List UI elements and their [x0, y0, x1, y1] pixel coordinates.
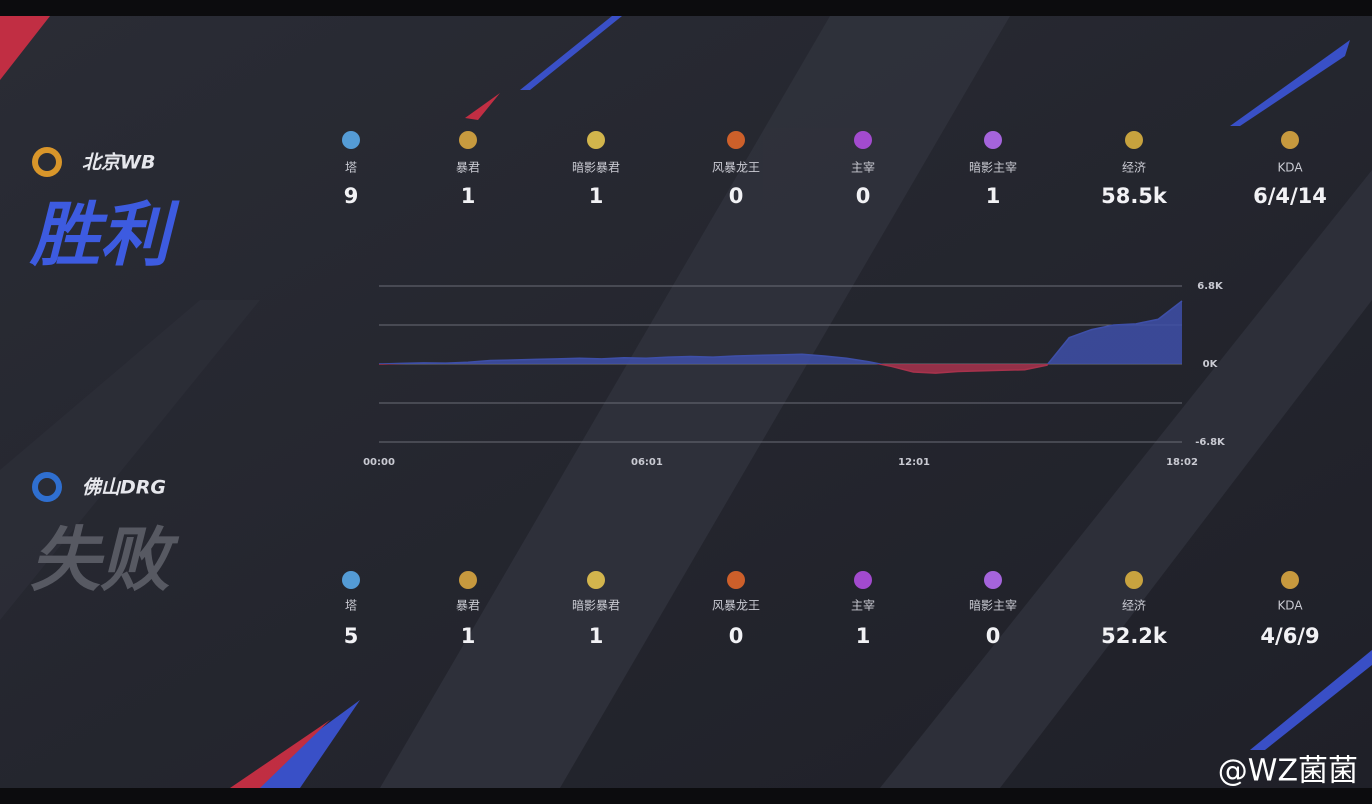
stat-icon [1281, 131, 1299, 149]
stat-label: 经济 [1122, 598, 1146, 613]
stat-icon [1125, 131, 1143, 149]
y-tick-label: 6.8K [1197, 281, 1224, 292]
stat-icon [1125, 571, 1143, 589]
stat-icon [459, 571, 477, 589]
stat-icon [342, 571, 360, 589]
stat-icon [587, 571, 605, 589]
stat-label: 经济 [1122, 160, 1146, 175]
stat-label: 主宰 [851, 598, 875, 613]
stat-label: KDA [1277, 161, 1303, 175]
stat-value: 1 [589, 624, 604, 648]
stat-value: 9 [344, 184, 359, 208]
gold-diff-line [378, 300, 1183, 374]
x-tick-label: 00:00 [363, 457, 395, 468]
team-logo-inner [38, 478, 56, 496]
stat-icon [1281, 571, 1299, 589]
stat-label: 主宰 [851, 160, 875, 175]
stat-value: 0 [986, 624, 1001, 648]
stat-label: 塔 [345, 599, 357, 613]
stat-icon [727, 131, 745, 149]
stat-value: 1 [461, 184, 476, 208]
stat-icon [984, 571, 1002, 589]
x-tick-label: 06:01 [631, 457, 663, 468]
stat-icon [854, 571, 872, 589]
x-tick-label: 18:02 [1166, 457, 1198, 468]
stat-icon [984, 131, 1002, 149]
y-tick-label: -6.8K [1195, 437, 1226, 448]
stat-label: 暗影主宰 [969, 160, 1017, 175]
stat-value: 6/4/14 [1253, 184, 1327, 208]
stat-label: 风暴龙王 [712, 599, 760, 613]
stat-value: 1 [461, 624, 476, 648]
stat-label: 暴君 [456, 161, 480, 175]
result: 失败 [30, 519, 180, 601]
stat-value: 0 [729, 184, 744, 208]
decor [0, 16, 1372, 788]
stat-value: 0 [856, 184, 871, 208]
stat-icon [587, 131, 605, 149]
stat-value: 58.5k [1101, 184, 1168, 208]
stat-label: 风暴龙王 [712, 161, 760, 175]
watermark: @WZ菌菌 [1218, 754, 1358, 789]
stat-label: 暗影暴君 [572, 160, 620, 175]
stat-value: 1 [589, 184, 604, 208]
result: 胜利 [29, 194, 180, 276]
stat-label: 塔 [345, 161, 357, 175]
stat-value: 52.2k [1101, 624, 1168, 648]
stat-icon [854, 131, 872, 149]
x-tick-label: 12:01 [898, 457, 930, 468]
stat-label: 暴君 [456, 599, 480, 613]
stat-value: 5 [344, 624, 359, 648]
stat-label: 暗影主宰 [969, 598, 1017, 613]
stat-value: 1 [856, 624, 871, 648]
stat-icon [459, 131, 477, 149]
gold-diff-area [379, 300, 1182, 374]
stat-label: 暗影暴君 [572, 598, 620, 613]
team-logo-inner [38, 153, 56, 171]
stat-value: 4/6/9 [1260, 624, 1319, 648]
stat-icon [727, 571, 745, 589]
stat-value: 0 [729, 624, 744, 648]
stat-value: 1 [986, 184, 1001, 208]
team-name: 北京WB [82, 152, 155, 174]
stat-icon [342, 131, 360, 149]
stat-label: KDA [1277, 599, 1303, 613]
team-name: 佛山DRG [82, 477, 166, 499]
y-tick-label: 0K [1203, 359, 1219, 370]
